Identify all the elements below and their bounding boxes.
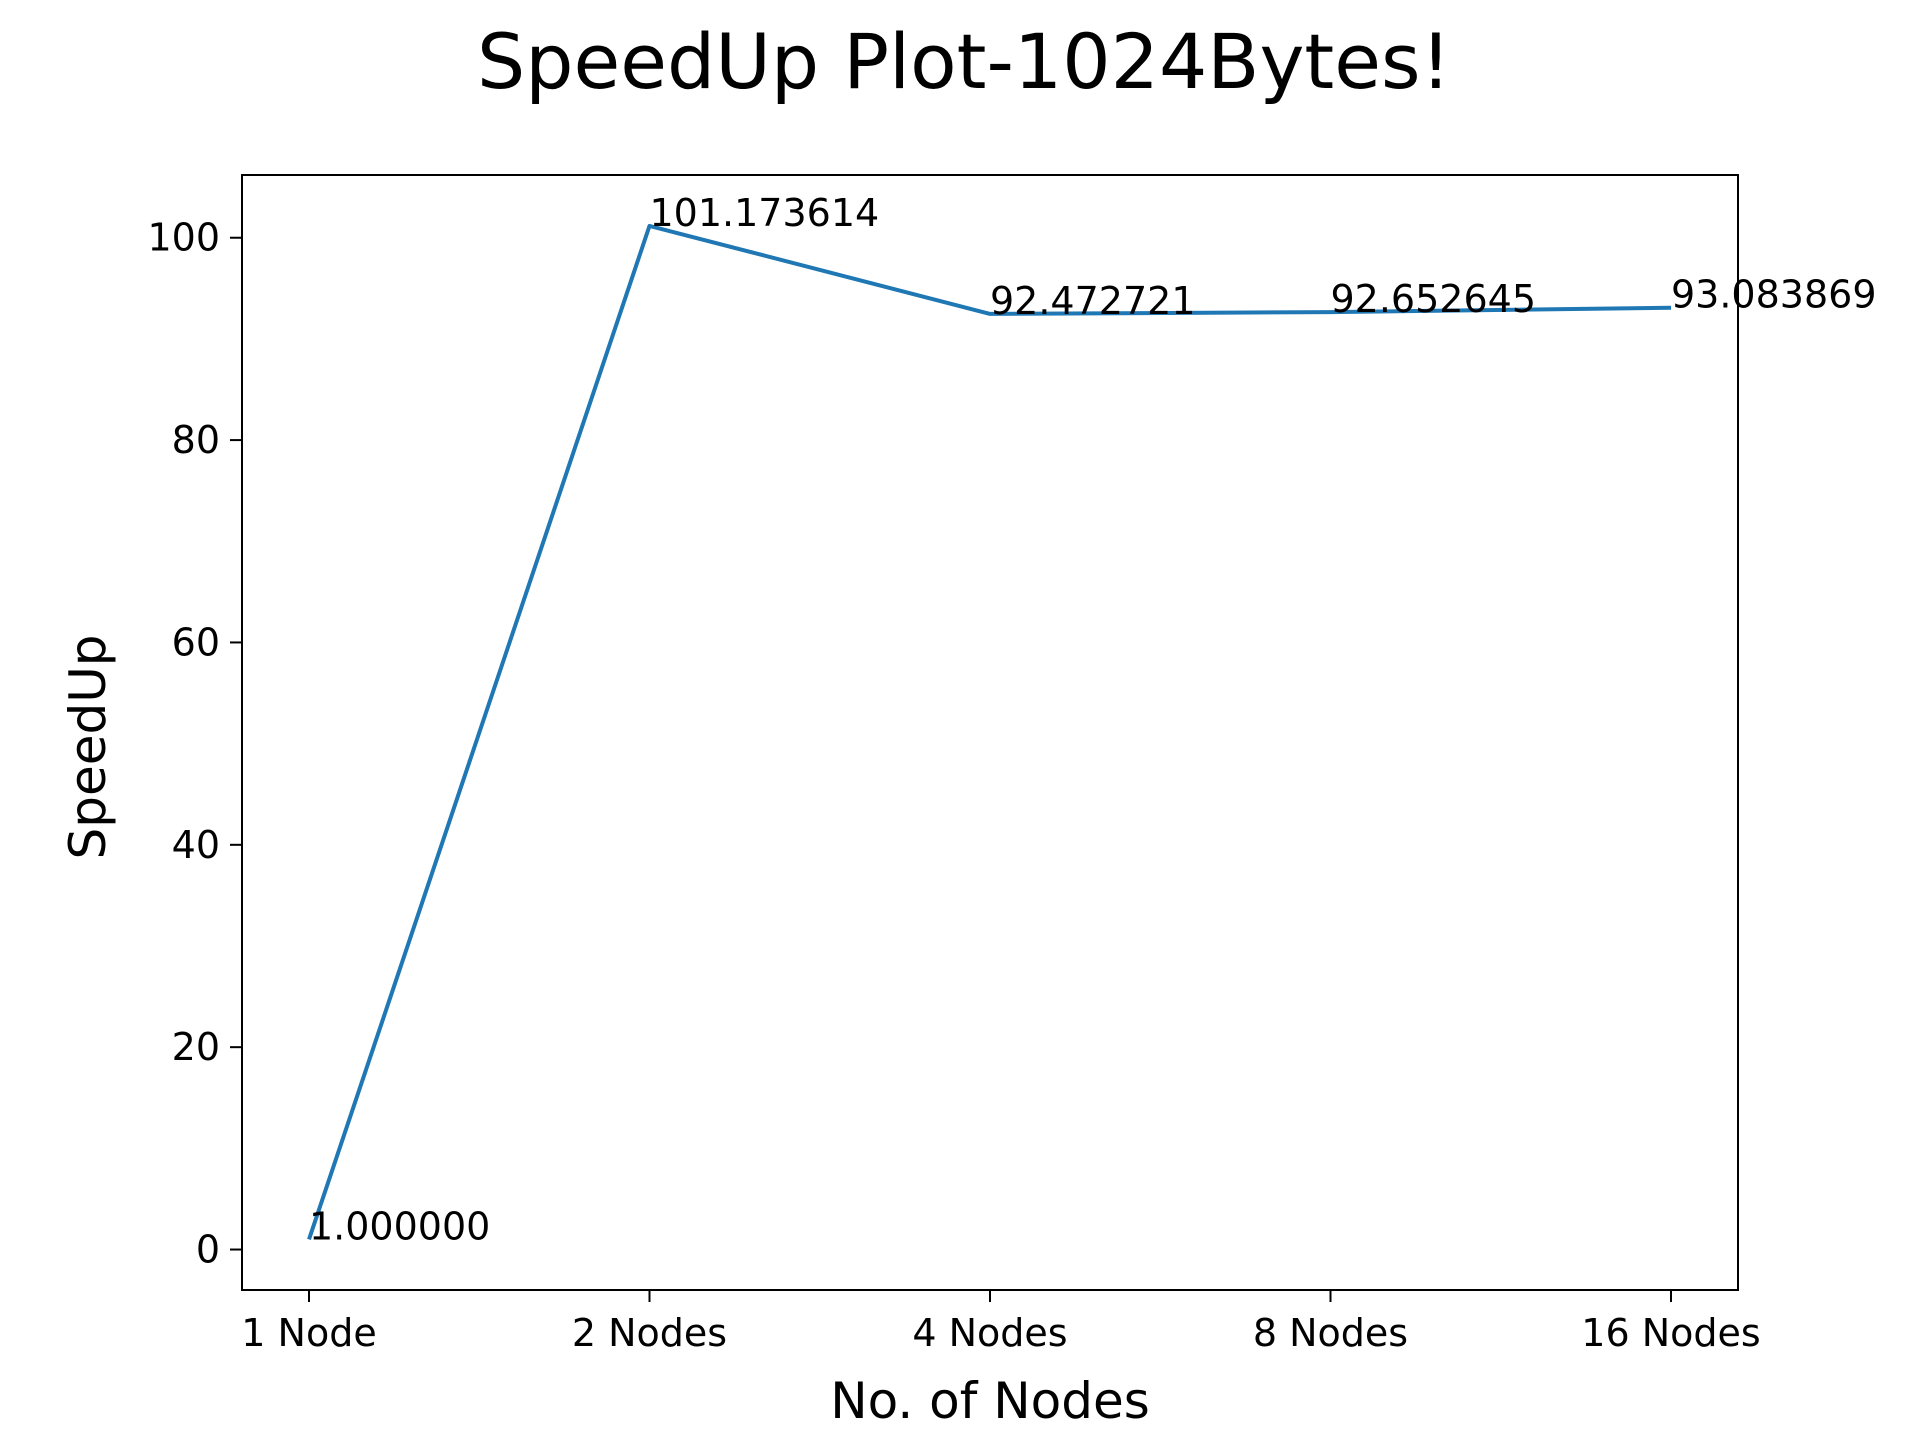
y-tick-label: 60	[172, 620, 220, 664]
y-tick-label: 0	[196, 1228, 220, 1272]
series-line	[307, 223, 1672, 1241]
y-tick-label: 80	[172, 418, 220, 462]
data-labels: 1.000000 101.173614 92.472721 92.652645 93.0…	[309, 191, 1877, 1249]
data-label: 101.173614	[650, 191, 880, 235]
x-axis-label: No. of Nodes	[830, 1372, 1150, 1430]
x-axis: 1 Node 2 Nodes 4 Nodes 8 Nodes 16 Nodes	[241, 1290, 1761, 1355]
data-label: 93.083869	[1671, 273, 1877, 317]
data-label: 92.472721	[990, 279, 1196, 323]
y-tick-label: 20	[172, 1025, 220, 1069]
data-label: 1.000000	[309, 1204, 490, 1248]
y-axis: 0 20 40 60 80 100	[147, 216, 242, 1272]
y-tick-label: 40	[172, 823, 220, 867]
data-label: 92.652645	[1331, 277, 1537, 321]
x-tick-label: 2 Nodes	[572, 1311, 727, 1355]
x-tick-label: 8 Nodes	[1253, 1311, 1408, 1355]
series-layer	[307, 223, 1672, 1241]
x-tick-label: 1 Node	[241, 1311, 376, 1355]
plot-area	[241, 174, 1739, 1291]
y-axis-label: SpeedUp	[59, 634, 117, 859]
y-tick-label: 100	[147, 216, 220, 260]
chart-title: SpeedUp Plot-1024Bytes!	[477, 17, 1451, 106]
x-tick-label: 16 Nodes	[1581, 1311, 1760, 1355]
x-tick-label: 4 Nodes	[912, 1311, 1067, 1355]
